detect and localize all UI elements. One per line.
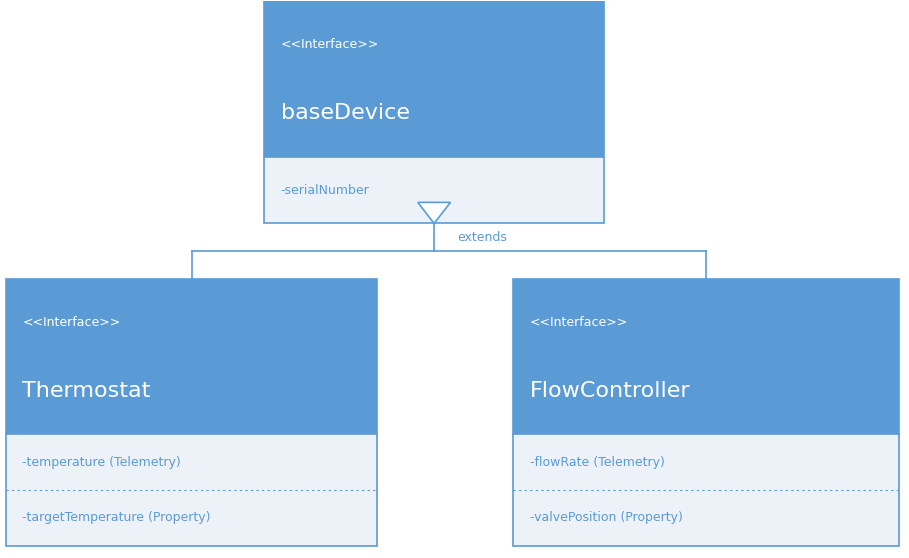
Bar <box>265 157 604 223</box>
Text: -flowRate (Telemetry): -flowRate (Telemetry) <box>530 456 664 469</box>
Text: <<Interface>>: <<Interface>> <box>22 316 121 329</box>
Text: Thermostat: Thermostat <box>22 381 151 401</box>
Text: <<Interface>>: <<Interface>> <box>530 316 628 329</box>
Text: <<Interface>>: <<Interface>> <box>281 39 379 51</box>
Polygon shape <box>418 203 451 223</box>
Bar <box>514 279 899 435</box>
Text: -temperature (Telemetry): -temperature (Telemetry) <box>22 456 181 469</box>
Text: baseDevice: baseDevice <box>281 103 410 123</box>
Text: -valvePosition (Property): -valvePosition (Property) <box>530 511 683 525</box>
Bar <box>6 279 377 435</box>
Text: -serialNumber: -serialNumber <box>281 184 369 196</box>
Text: FlowController: FlowController <box>530 381 690 401</box>
Text: -targetTemperature (Property): -targetTemperature (Property) <box>22 511 211 525</box>
Bar <box>514 435 899 546</box>
Bar <box>6 435 377 546</box>
Bar <box>265 1 604 157</box>
Text: extends: extends <box>456 231 506 244</box>
